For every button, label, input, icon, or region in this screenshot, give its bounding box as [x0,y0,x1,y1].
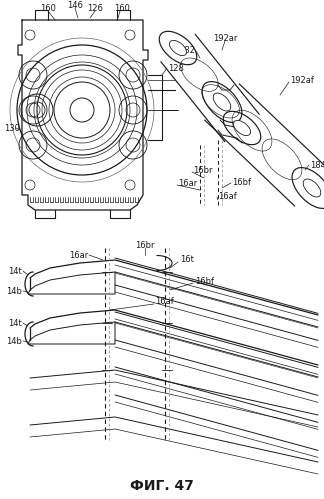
Text: 182: 182 [179,45,195,54]
Text: 126: 126 [87,3,103,12]
Text: 16af: 16af [155,297,174,306]
Ellipse shape [213,93,231,111]
Text: 16t: 16t [180,255,194,264]
Text: 14b: 14b [6,286,22,295]
Text: 16br: 16br [135,241,155,250]
Text: ФИГ. 47: ФИГ. 47 [130,479,194,493]
Text: 160: 160 [114,3,130,12]
Text: 192af: 192af [290,75,314,84]
Text: 16br: 16br [193,166,213,175]
Text: 16ar: 16ar [178,179,197,188]
Text: 16bf: 16bf [232,178,251,187]
Text: 16ar: 16ar [69,250,88,259]
Text: 128: 128 [168,63,184,72]
Ellipse shape [303,179,321,197]
Text: 14b: 14b [6,336,22,345]
Text: 146: 146 [67,0,83,9]
Text: 192ar: 192ar [213,33,237,42]
Text: 184: 184 [310,161,324,170]
Text: 14t: 14t [8,266,22,275]
Text: 14t: 14t [8,318,22,327]
Text: 130: 130 [4,123,20,133]
Ellipse shape [234,120,250,136]
Text: 16af: 16af [218,192,237,201]
Ellipse shape [169,40,187,55]
Text: 16bf: 16bf [195,277,214,286]
Text: 160: 160 [40,3,56,12]
